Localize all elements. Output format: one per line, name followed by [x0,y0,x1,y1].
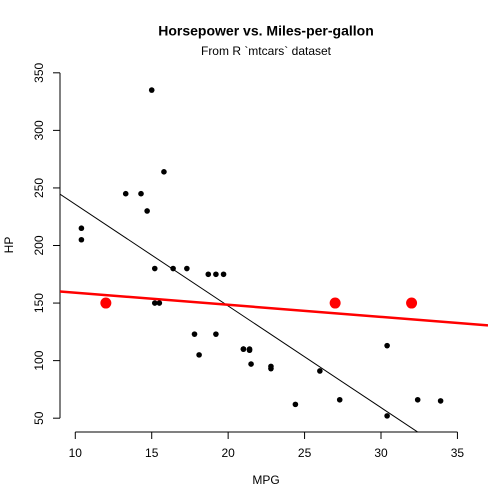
x-tick-label: 25 [298,446,312,460]
point [161,169,167,175]
point [406,297,418,309]
point [384,413,390,419]
point [437,398,444,404]
point [317,368,323,374]
x-tick-label: 35 [451,446,465,460]
point [191,331,198,337]
point [144,208,150,214]
x-tick-label: 20 [221,446,235,460]
point [100,297,112,309]
point [248,361,254,367]
point [292,401,299,408]
x-tick-label: 30 [374,446,388,460]
chart-title: Horsepower vs. Miles-per-gallon [158,23,374,39]
point [148,87,155,93]
fit-line [60,290,488,327]
y-tick-label: 350 [32,62,46,82]
y-tick-label: 100 [32,350,46,370]
x-axis-label: MPG [252,473,279,487]
y-tick-label: 200 [32,235,46,255]
point [205,271,212,278]
point [122,190,129,197]
point [268,363,274,370]
point [213,331,219,337]
point [329,297,341,309]
point [336,396,343,403]
y-tick-label: 250 [32,178,46,198]
point [240,346,247,352]
y-axis-label: HP [2,237,16,254]
point [220,271,227,278]
point [78,225,85,232]
fit-line [60,193,419,432]
y-tick-label: 300 [32,120,46,140]
point [170,265,176,272]
y-tick-label: 50 [32,411,46,425]
point [138,190,144,197]
point [184,265,190,272]
chart-subtitle: From R `mtcars` dataset [201,44,332,58]
y-tick-label: 150 [32,293,46,313]
point [246,347,253,354]
point [196,352,202,358]
point [156,300,163,306]
point [414,396,421,403]
x-tick-label: 10 [69,446,83,460]
point [213,271,219,278]
point [78,236,85,243]
point [151,265,158,272]
x-tick-label: 15 [145,446,159,460]
point [151,300,158,306]
point [384,342,390,349]
